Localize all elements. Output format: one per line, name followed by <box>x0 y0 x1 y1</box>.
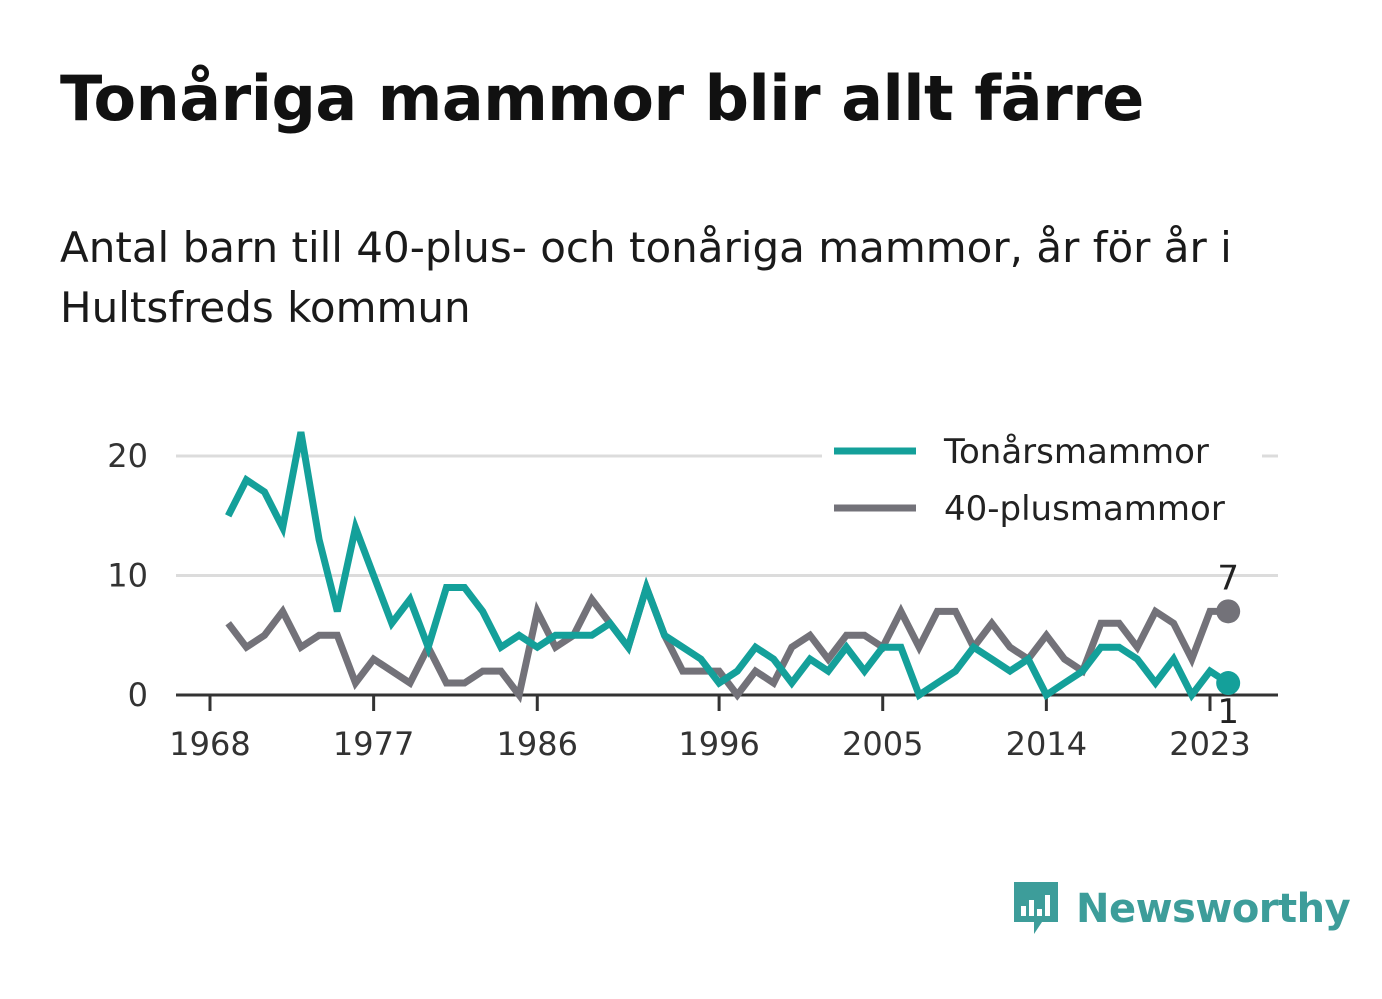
legend-background <box>822 425 1262 537</box>
x-tick-label: 1986 <box>497 725 578 763</box>
chart-title: Tonåriga mammor blir allt färre <box>60 62 1144 135</box>
x-tick-label: 2005 <box>842 725 923 763</box>
y-axis-ticks: 0 10 20 <box>107 437 148 714</box>
newsworthy-brand: Newsworthy <box>1010 878 1351 940</box>
x-tick-label: 1996 <box>678 725 759 763</box>
series-line-tonarsmammor <box>225 431 1231 702</box>
legend-label: 40-plusmammor <box>944 489 1225 529</box>
series-lines <box>225 431 1231 704</box>
chart-subtitle: Antal barn till 40-plus- och tonåriga ma… <box>60 223 1232 332</box>
end-markers: 17 <box>1216 558 1241 732</box>
legend: Tonårsmammor 40-plusmammor <box>822 425 1262 537</box>
y-tick-label: 0 <box>128 676 148 714</box>
y-tick-label: 10 <box>107 557 148 595</box>
end-point-marker <box>1216 599 1241 624</box>
series-line-40-plusmammor <box>225 576 1229 704</box>
brand-name: Newsworthy <box>1076 886 1351 932</box>
x-axis: 1968 1977 1986 1996 2005 2014 2023 <box>169 693 1278 763</box>
x-tick-label: 1968 <box>169 725 250 763</box>
legend-label: Tonårsmammor <box>943 432 1209 472</box>
x-tick-label: 2014 <box>1006 725 1087 763</box>
end-point-marker <box>1216 671 1241 696</box>
end-value-label: 1 <box>1217 692 1239 732</box>
y-tick-label: 20 <box>107 437 148 475</box>
newsworthy-logo-icon <box>1014 882 1058 934</box>
x-tick-label: 2023 <box>1169 725 1250 763</box>
end-value-label: 7 <box>1217 558 1239 598</box>
x-tick-label: 1977 <box>333 725 414 763</box>
